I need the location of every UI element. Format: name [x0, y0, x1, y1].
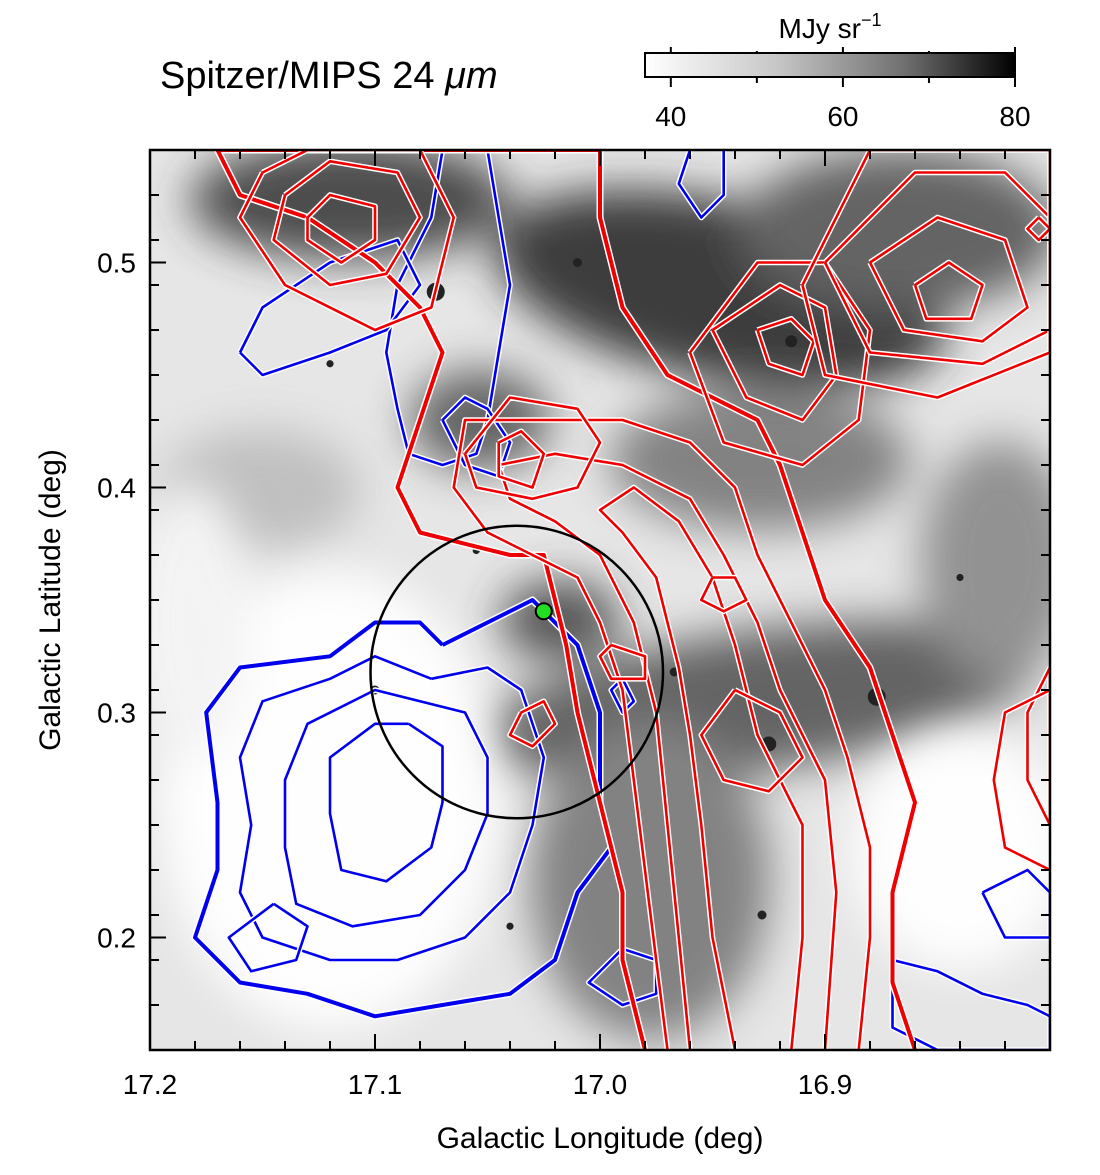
axis-ticks	[149, 149, 1051, 1051]
blue-contour	[677, 150, 725, 219]
blue-contour	[283, 688, 489, 928]
red-contour	[868, 216, 1029, 343]
red-contour	[688, 261, 872, 467]
red-contour	[756, 317, 815, 377]
colorbar-label: MJy sr−1	[779, 10, 882, 44]
x-tick-label: 17.2	[123, 1069, 178, 1100]
x-tick-labels: 17.2 17.1 17.0 16.9	[123, 1069, 853, 1100]
x-tick-label: 17.1	[348, 1069, 403, 1100]
red-contour	[463, 396, 602, 501]
point-source	[785, 335, 798, 348]
x-axis-label: Galactic Longitude (deg)	[437, 1122, 764, 1155]
red-contour	[272, 160, 422, 287]
chart-title: Spitzer/MIPS 24 μm	[160, 55, 498, 97]
point-source	[956, 573, 964, 582]
y-tick-label: 0.4	[97, 473, 136, 504]
blue-contour	[981, 868, 1050, 939]
blue-contour	[238, 238, 422, 377]
red-contour	[700, 576, 748, 613]
region-circle	[369, 524, 665, 820]
blue-contour	[227, 902, 309, 973]
colorbar: MJy sr−1 40 60 80	[644, 10, 1031, 132]
sky-image	[150, 150, 1050, 1050]
colorbar-tick-label: 80	[999, 101, 1030, 132]
y-tick-label: 0.3	[97, 698, 136, 729]
red-contour	[452, 418, 872, 1050]
red-contour	[508, 700, 557, 748]
contour-overlays	[191, 150, 1050, 1050]
red-contour	[497, 430, 546, 489]
colorbar-tick-label: 60	[827, 101, 858, 132]
point-source	[757, 910, 767, 920]
blue-contour	[193, 598, 614, 1019]
y-axis-label: Galactic Latitude (deg)	[34, 449, 67, 751]
y-tick-label: 0.5	[97, 248, 136, 279]
x-tick-label: 16.9	[798, 1069, 853, 1100]
red-contour	[700, 688, 804, 793]
point-source	[326, 360, 334, 368]
point-source	[506, 922, 514, 930]
x-tick-label: 17.0	[573, 1069, 628, 1100]
red-contour	[801, 150, 1050, 399]
red-contour	[215, 150, 917, 1050]
blue-contour	[609, 677, 636, 714]
colorbar-gradient	[644, 52, 1016, 78]
colorbar-tick-label: 40	[655, 101, 686, 132]
y-tick-label: 0.2	[97, 923, 136, 954]
red-contour	[238, 150, 455, 332]
red-contour	[823, 171, 1050, 366]
colorbar-ticks: 40 60 80	[655, 47, 1031, 132]
red-contour	[992, 688, 1050, 872]
red-contour	[306, 193, 377, 264]
blue-contour	[238, 655, 546, 962]
red-contour	[598, 643, 647, 681]
blue-contour	[441, 396, 512, 478]
red-contour	[497, 452, 838, 1050]
source-marker	[534, 602, 553, 621]
blue-contour	[328, 722, 444, 883]
red-contour	[1026, 216, 1050, 242]
y-tick-labels: 0.2 0.3 0.4 0.5	[97, 248, 136, 954]
blue-contour	[587, 947, 658, 1007]
red-contour	[913, 261, 984, 321]
point-source	[573, 258, 582, 267]
